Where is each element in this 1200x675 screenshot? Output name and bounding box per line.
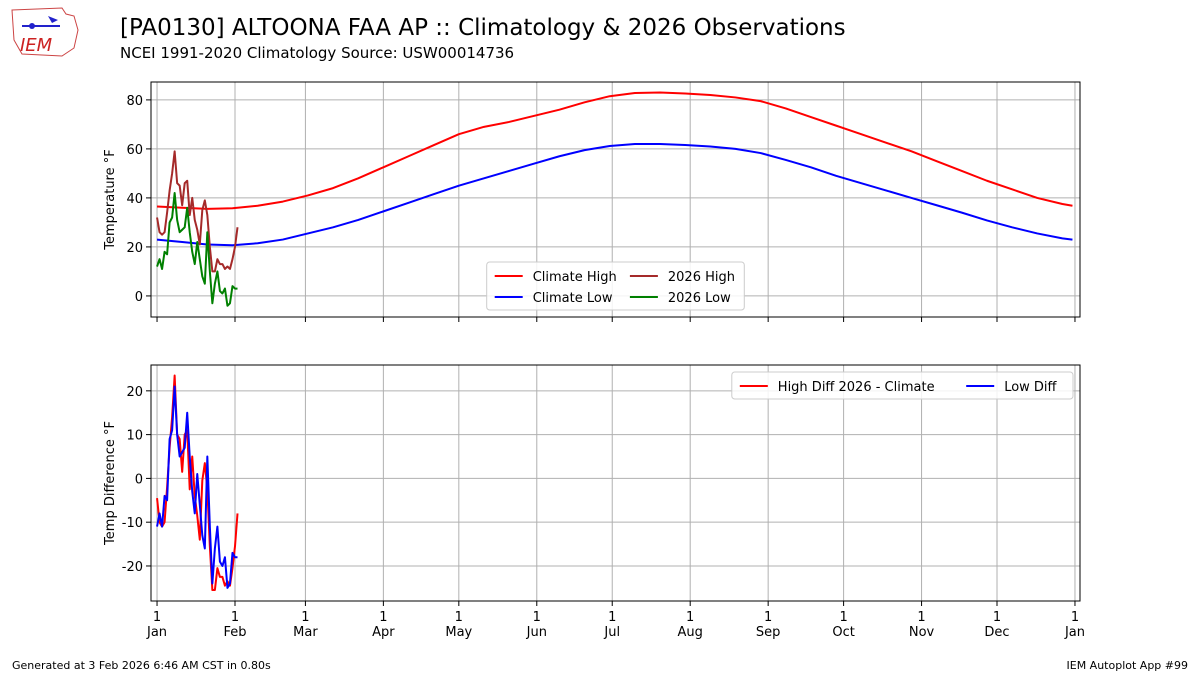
legend-label: 2026 High bbox=[668, 270, 735, 285]
y-tick-label: 40 bbox=[126, 192, 143, 207]
y-tick-label: 60 bbox=[126, 143, 143, 158]
x-tick-label: 1 Apr bbox=[372, 610, 395, 640]
subplot: 1 Jan 1 Feb 1 Mar 1 Apr 1 May 1 Jun 1 Jul 1 Aug 1 Sep 1 Oct… bbox=[103, 364, 1085, 640]
plot-frame bbox=[150, 364, 1081, 602]
y-axis-label: Temp Difference °F bbox=[103, 421, 118, 546]
title: [PA0130] ALTOONA FAA AP :: Climatology &… bbox=[120, 15, 846, 41]
logo-dot bbox=[29, 23, 35, 29]
x-tick-label: 1 Aug bbox=[677, 610, 702, 640]
plot-frame bbox=[150, 81, 1081, 318]
x-tick-label: 1 May bbox=[445, 610, 472, 640]
series-line bbox=[156, 192, 238, 307]
x-tick-label: 1 Jul bbox=[603, 610, 620, 640]
x-tick-label: 1 Dec bbox=[984, 610, 1009, 640]
legend-label: Climate High bbox=[533, 270, 617, 285]
subtitle: NCEI 1991-2020 Climatology Source: USW00… bbox=[120, 44, 514, 62]
logo-outline bbox=[11, 7, 79, 57]
series-line bbox=[156, 143, 1073, 247]
x-tick-label: 1 Oct bbox=[832, 610, 854, 640]
legend-label: High Diff 2026 - Climate bbox=[778, 380, 935, 395]
legend-label: Low Diff bbox=[1004, 380, 1057, 395]
legend-label: 2026 Low bbox=[668, 291, 731, 306]
x-tick-label: 1 Jan bbox=[1064, 610, 1085, 640]
x-tick-label: 1 Mar bbox=[293, 610, 318, 640]
y-tick-label: -10 bbox=[122, 516, 143, 531]
series-line bbox=[156, 91, 1073, 210]
legend-label: Climate Low bbox=[533, 291, 613, 306]
legend-box bbox=[486, 261, 745, 311]
y-tick-label: 0 bbox=[135, 290, 143, 305]
legend: Climate High Climate Low 2026 High 2026 Low bbox=[486, 261, 745, 311]
y-tick-label: 80 bbox=[126, 94, 143, 109]
y-tick-label: 0 bbox=[135, 472, 143, 487]
x-tick-label: 1 Feb bbox=[223, 610, 246, 640]
y-tick-label: 20 bbox=[126, 385, 143, 400]
y-tick-label: 20 bbox=[126, 241, 143, 256]
legend: High Diff 2026 - Climate Low Diff bbox=[731, 371, 1074, 400]
y-tick-label: -20 bbox=[122, 560, 143, 575]
x-tick-label: 1 Jan bbox=[146, 610, 167, 640]
footer-right: IEM Autoplot App #99 bbox=[1067, 659, 1189, 672]
x-tick-label: 1 Nov bbox=[909, 610, 935, 640]
series-line bbox=[156, 150, 239, 273]
x-tick-label: 1 Sep bbox=[756, 610, 781, 640]
footer-left: Generated at 3 Feb 2026 6:46 AM CST in 0… bbox=[12, 659, 271, 672]
logo-text: IEM bbox=[20, 35, 53, 56]
series-line bbox=[156, 385, 238, 589]
x-tick-label: 1 Jun bbox=[526, 610, 547, 640]
y-tick-label: 10 bbox=[126, 429, 143, 444]
legend-box bbox=[731, 371, 1074, 400]
y-axis-label: Temperature °F bbox=[103, 149, 118, 250]
logo-vane bbox=[48, 16, 58, 23]
logo: IEM bbox=[11, 7, 79, 57]
